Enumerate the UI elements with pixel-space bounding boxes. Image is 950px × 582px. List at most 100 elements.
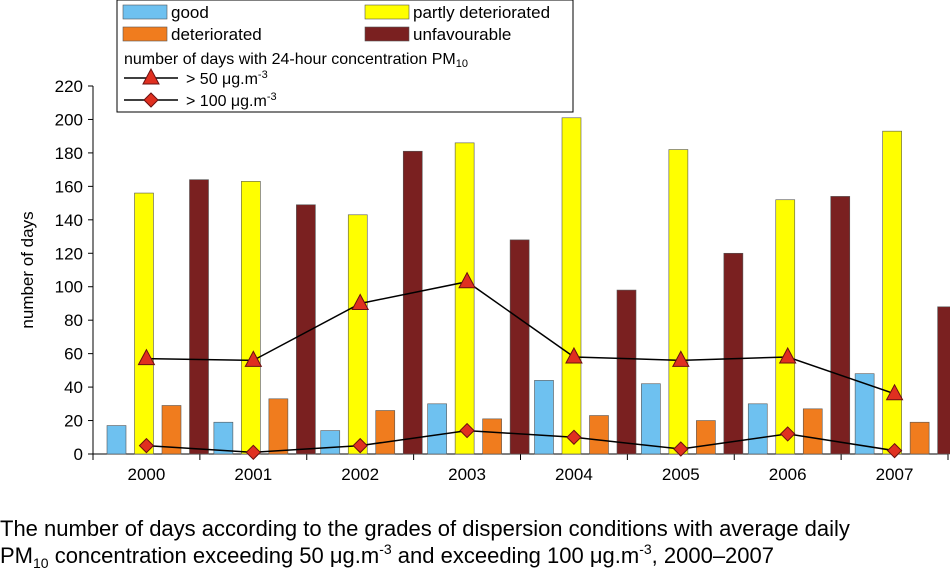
caption-end: , 2000–2007: [651, 543, 774, 568]
y-tick-label: 120: [55, 244, 83, 263]
bar: [241, 181, 261, 455]
bar: [775, 199, 796, 455]
caption-line-1: The number of days according to the grad…: [0, 516, 850, 541]
bar: [534, 380, 554, 455]
line-point: [778, 346, 797, 364]
legend-label: good: [171, 3, 209, 22]
y-tick-label: 220: [55, 77, 83, 96]
line-point: [138, 437, 155, 454]
legend-swatch: [364, 26, 410, 42]
legend-swatch: [122, 26, 168, 42]
line-point: [459, 422, 475, 439]
bar: [802, 408, 823, 455]
bar: [616, 289, 637, 455]
caption-mid-1: concentration exceeding 50 μg.m: [48, 543, 380, 568]
bar: [668, 149, 689, 455]
y-tick-label: 100: [55, 278, 83, 297]
legend-swatch: [122, 4, 168, 20]
bar: [427, 403, 447, 455]
line-point: [351, 293, 370, 310]
y-tick-label: 140: [55, 211, 83, 230]
bar: [589, 415, 609, 455]
bar: [320, 430, 341, 455]
legend-line-group-title: number of days with 24-hour concentratio…: [124, 51, 468, 70]
x-tick-label: 2007: [876, 465, 914, 484]
lines: [137, 271, 904, 461]
x-tick-label: 2003: [448, 465, 486, 484]
line-point: [137, 348, 156, 366]
bar: [937, 306, 950, 455]
line-point: [352, 437, 368, 454]
line-point: [244, 350, 263, 367]
bar: [561, 117, 582, 455]
bar: [909, 421, 930, 455]
bar: [189, 179, 209, 455]
caption-exp-1: -3: [379, 541, 392, 557]
legend-box: [116, 0, 574, 113]
legend-label: unfavourable: [413, 25, 511, 44]
y-tick-label: 20: [64, 412, 83, 431]
y-tick-label: 200: [55, 110, 83, 129]
bar: [268, 398, 289, 455]
bar: [509, 239, 530, 455]
bar: [347, 214, 368, 455]
y-axis-label: number of days: [18, 211, 37, 328]
legend: good partly deteriorated deteriorated unfav…: [116, 0, 574, 113]
bar: [854, 373, 875, 455]
x-tick-label: 2004: [555, 465, 593, 484]
bar: [747, 403, 768, 455]
y-tick-label: 80: [64, 311, 83, 330]
bar: [454, 142, 475, 455]
y-tick-label: 40: [64, 378, 83, 397]
legend-marker: [143, 92, 159, 108]
caption-exp-2: -3: [639, 541, 652, 557]
line-point: [458, 271, 476, 289]
line-point: [886, 442, 903, 459]
axes: 0 20 40 60 80 100 120 140 160 180 200 220 2000 2001 20…: [18, 77, 949, 484]
line-point: [779, 426, 796, 442]
x-tick-label: 2001: [234, 465, 272, 484]
caption-pm-sub: 10: [33, 555, 49, 571]
chart: 0 20 40 60 80 100 120 140 160 180 200 220 2000 2001 20…: [18, 0, 950, 484]
line-point: [565, 346, 583, 364]
bar: [134, 192, 154, 455]
bar: [882, 130, 902, 455]
legend-label: deteriorated: [171, 25, 262, 44]
x-tick-label: 2002: [341, 465, 379, 484]
line-point: [566, 429, 582, 445]
legend-swatch: [364, 4, 410, 20]
y-tick-label: 180: [55, 144, 83, 163]
legend-label: > 100 μg.m-3: [186, 91, 277, 110]
line-point: [885, 383, 904, 401]
series-line: [146, 429, 895, 454]
legend-label: partly deteriorated: [413, 3, 550, 22]
legend-label: > 50 μg.m-3: [186, 69, 268, 88]
bar: [375, 410, 396, 455]
bar: [213, 421, 234, 455]
bar: [402, 150, 423, 455]
caption-mid-2: and exceeding 100 μg.m: [391, 543, 640, 568]
bar: [482, 418, 502, 455]
caption-pm: PM: [0, 543, 33, 568]
bar: [296, 204, 316, 455]
line-point: [245, 444, 262, 461]
legend-marker: [142, 67, 160, 85]
y-tick-label: 60: [64, 345, 83, 364]
x-tick-label: 2000: [128, 465, 166, 484]
x-tick-label: 2005: [662, 465, 700, 484]
bar: [830, 196, 851, 455]
caption-line-2: PM10 concentration exceeding 50 μg.m-3 a…: [0, 541, 950, 571]
bar: [161, 405, 182, 455]
bars: [106, 117, 950, 455]
x-tick-label: 2006: [769, 465, 807, 484]
bar: [641, 383, 661, 455]
bar: [106, 425, 127, 455]
line-point: [671, 350, 690, 367]
y-tick-label: 160: [55, 177, 83, 196]
bar: [696, 420, 716, 455]
series-line: [146, 280, 895, 395]
figure-caption: The number of days according to the grad…: [0, 515, 950, 571]
y-tick-label: 0: [74, 445, 83, 464]
line-point: [673, 441, 689, 457]
bar: [723, 252, 744, 455]
